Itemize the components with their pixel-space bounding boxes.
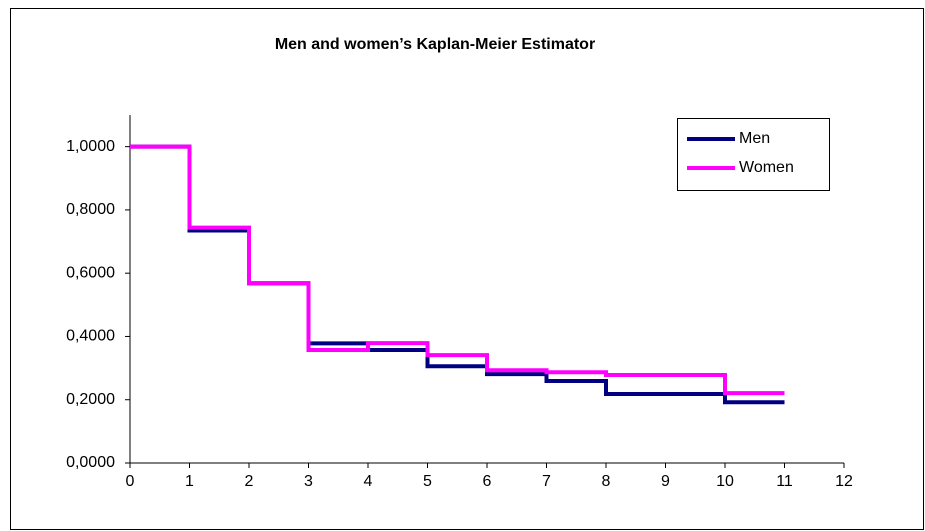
chart-title: Men and women’s Kaplan-Meier Estimator: [275, 36, 595, 53]
x-tick-label: 5: [423, 473, 432, 490]
x-tick-label: 8: [602, 473, 611, 490]
x-tick-label: 4: [364, 473, 373, 490]
legend-label: Men: [739, 130, 770, 147]
y-tick-label: 0,8000: [66, 201, 115, 218]
x-tick-label: 6: [483, 473, 492, 490]
y-tick-label: 0,0000: [66, 454, 115, 471]
series-line: [130, 144, 785, 396]
x-tick-label: 9: [661, 473, 670, 490]
legend-box: [677, 118, 830, 191]
x-tick-label: 7: [542, 473, 551, 490]
chart-frame: [10, 8, 924, 530]
x-tick-label: 1: [185, 473, 194, 490]
y-tick-label: 1,0000: [66, 138, 115, 155]
x-tick-label: 12: [835, 473, 853, 490]
y-tick-label: 0,4000: [66, 328, 115, 345]
x-tick-label: 2: [245, 473, 254, 490]
x-tick-label: 10: [716, 473, 734, 490]
x-tick-label: 3: [304, 473, 313, 490]
y-tick-label: 0,2000: [66, 391, 115, 408]
y-tick-label: 0,6000: [66, 264, 115, 281]
legend-label: Women: [739, 159, 794, 176]
x-tick-label: 11: [776, 473, 793, 490]
x-tick-label: 0: [126, 473, 135, 490]
